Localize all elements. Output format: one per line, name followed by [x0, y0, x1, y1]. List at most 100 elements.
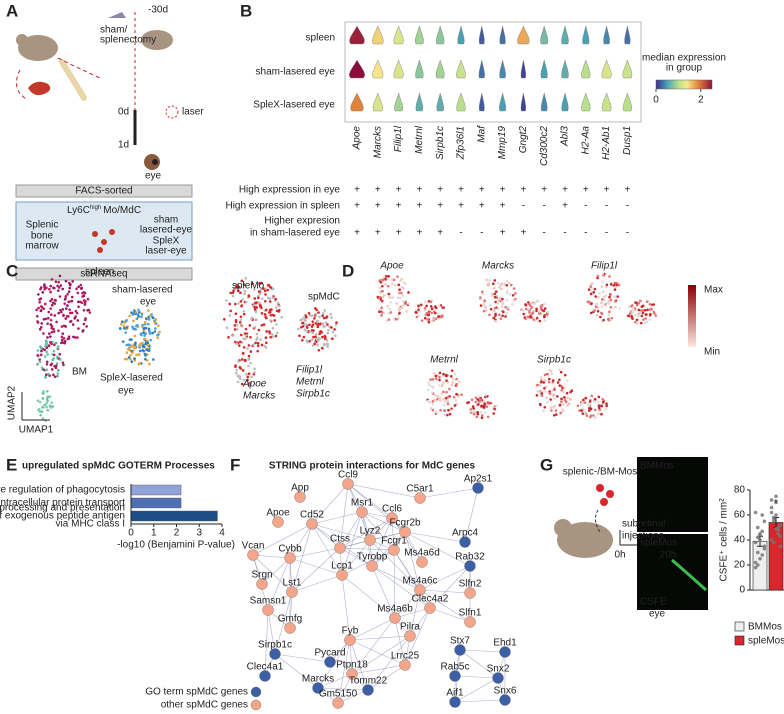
umap-dot — [431, 408, 435, 412]
umap-dot — [460, 393, 463, 397]
network-edge — [361, 511, 395, 551]
umap-dot — [241, 298, 244, 301]
umap-dot — [581, 412, 585, 415]
umap-dot — [299, 318, 302, 322]
umap-dot — [257, 296, 260, 300]
umap-dot — [600, 311, 603, 315]
umap-dot — [123, 321, 126, 324]
umap-dot — [630, 304, 633, 308]
umap-dot — [50, 297, 54, 301]
umap-dot — [381, 295, 385, 298]
umap-dot — [129, 345, 132, 348]
umap-dot — [644, 313, 648, 316]
network-edge — [274, 653, 331, 663]
umap-dot — [521, 308, 524, 312]
umap-dot — [510, 283, 513, 287]
umap-dot — [45, 368, 49, 372]
umap-dot — [387, 292, 391, 296]
umap-dot — [311, 344, 315, 347]
umap-dot — [607, 313, 611, 317]
umap-dot — [42, 368, 46, 371]
label: -30d — [148, 5, 168, 16]
umap-dot — [479, 410, 483, 414]
umap-dot — [576, 404, 580, 408]
umap-dot — [124, 331, 128, 334]
violin — [349, 59, 365, 79]
umap-dot — [314, 335, 317, 339]
umap-dot — [233, 324, 237, 327]
umap-dot — [505, 311, 509, 315]
network-node — [499, 646, 511, 658]
umap-dot — [253, 297, 257, 300]
gene-title: Apoe — [379, 261, 404, 272]
network-edge — [371, 517, 393, 567]
umap-dot — [407, 291, 410, 294]
umap-dot — [143, 321, 147, 324]
node-label: Sirpb1c — [258, 640, 292, 651]
umap-dot — [70, 295, 74, 299]
umap-dot — [242, 312, 246, 316]
umap-dot — [485, 278, 489, 282]
umap-dot — [133, 357, 136, 360]
network-node — [366, 560, 378, 572]
umap-dot — [593, 408, 597, 412]
umap-dot — [442, 381, 446, 384]
umap-dot — [618, 307, 621, 310]
umap-dot — [392, 278, 396, 282]
umap-dot — [308, 339, 311, 343]
umap-dot — [550, 409, 553, 412]
criterion-mark: + — [416, 201, 422, 212]
network-node — [389, 612, 401, 624]
umap-dot — [446, 402, 450, 406]
umap-dot — [331, 330, 335, 334]
umap-dot — [578, 409, 581, 412]
umap-dot — [380, 314, 383, 317]
umap-dot — [500, 305, 504, 308]
umap-dot — [152, 358, 155, 361]
umap-dot — [492, 412, 495, 415]
umap-dot — [53, 314, 57, 317]
umap-dot — [58, 358, 62, 361]
data-point — [756, 550, 760, 555]
umap-dot — [135, 353, 138, 357]
umap-dot — [246, 375, 250, 379]
umap-dot — [52, 353, 56, 357]
umap-dot — [442, 397, 445, 401]
umap-dot — [487, 282, 490, 285]
umap-dot — [472, 409, 476, 413]
x-tick-label: 0 — [128, 528, 134, 539]
umap-dot — [544, 379, 547, 382]
umap-dot — [139, 342, 142, 346]
network-edge — [393, 549, 396, 619]
umap-dot — [639, 321, 643, 325]
network-node — [272, 516, 284, 528]
network-edge — [454, 677, 499, 703]
umap-dot — [301, 321, 305, 325]
label: UMAP1 — [19, 425, 54, 436]
umap-dot — [486, 415, 490, 419]
umap-dot — [542, 381, 546, 384]
violin — [415, 59, 424, 79]
umap-dot — [609, 283, 613, 286]
umap-dot — [427, 320, 431, 324]
umap-dot — [536, 299, 540, 302]
gene-label: Marcks — [372, 126, 383, 158]
cell-icon — [109, 229, 115, 235]
umap-dot — [333, 328, 336, 331]
umap-dot — [396, 296, 400, 299]
node-label: Srgn — [251, 570, 272, 581]
umap-dot — [241, 369, 245, 372]
violin — [601, 59, 612, 79]
umap-dot — [72, 335, 75, 339]
network-node — [247, 549, 259, 561]
umap-dot — [82, 308, 86, 312]
umap-dot — [482, 303, 486, 306]
violin — [540, 25, 549, 45]
umap-dot — [628, 312, 632, 315]
umap-dot — [591, 282, 594, 285]
label: 0d — [118, 107, 129, 118]
umap-dot — [437, 315, 440, 318]
violin — [622, 92, 632, 112]
umap-dot — [401, 294, 405, 297]
umap-dot — [588, 400, 592, 403]
